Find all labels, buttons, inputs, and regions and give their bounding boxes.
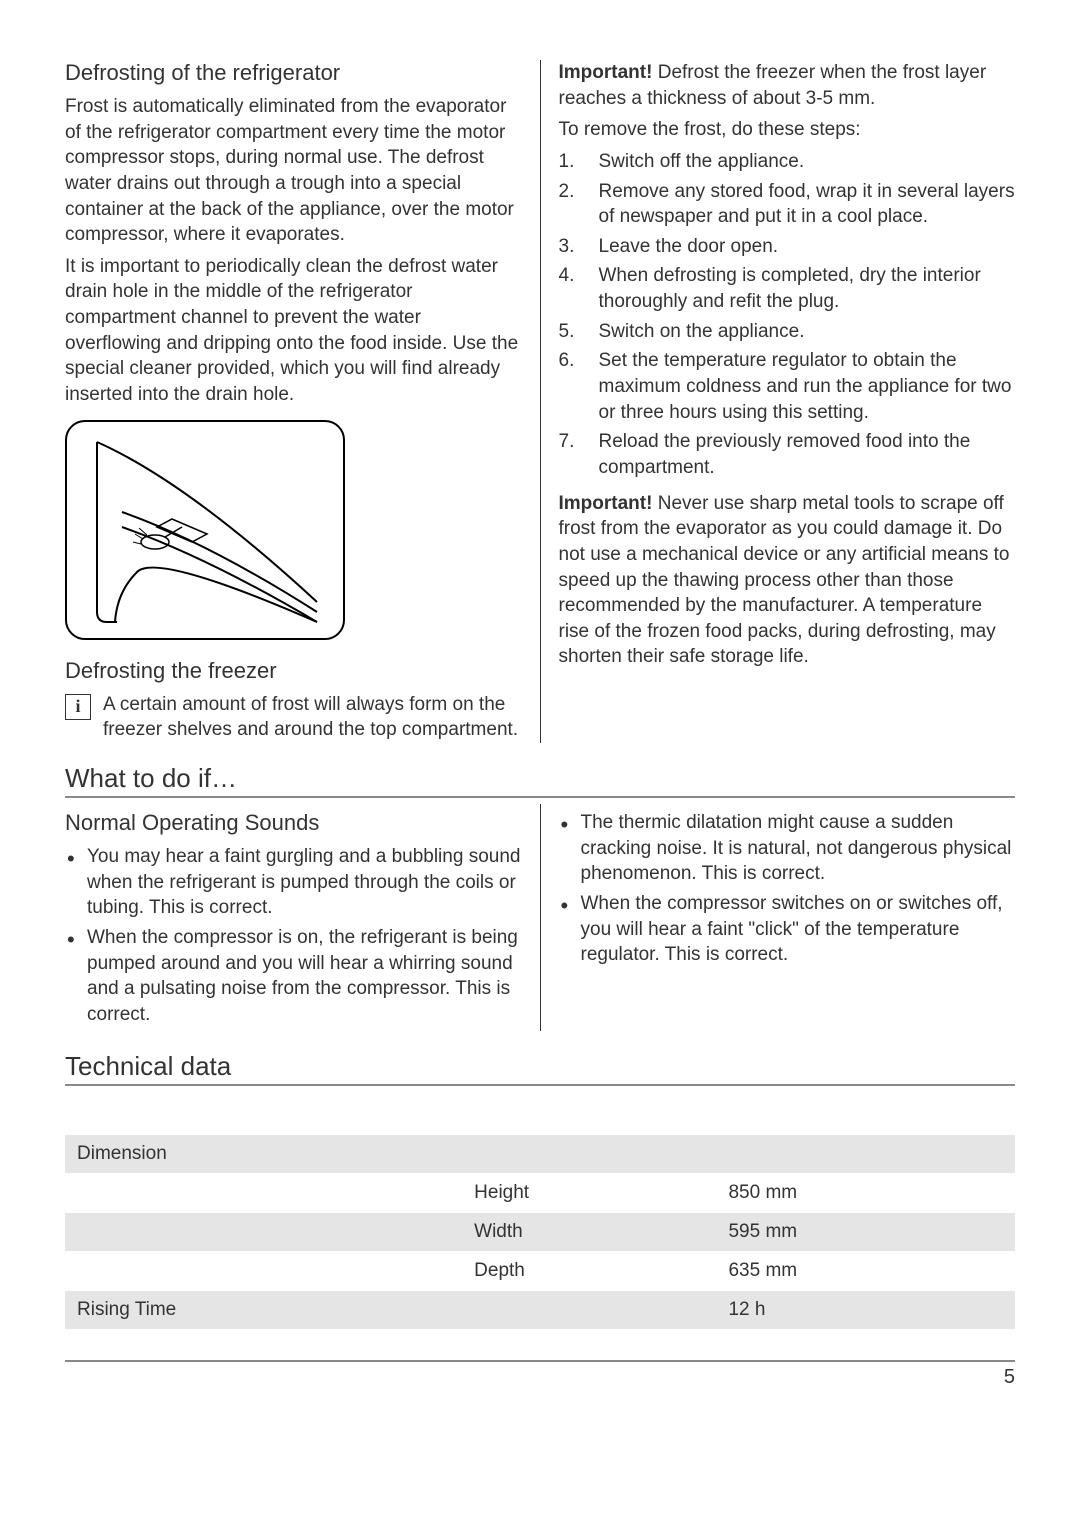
section-what-to-do: Normal Operating Sounds You may hear a f… bbox=[65, 804, 1015, 1031]
cell-height-value: 850 mm bbox=[716, 1173, 1015, 1212]
col-right-sounds: The thermic dilatation might cause a sud… bbox=[541, 804, 1016, 1031]
paragraph-defrost-2: It is important to periodically clean th… bbox=[65, 254, 522, 408]
step-2: 2.Remove any stored food, wrap it in sev… bbox=[559, 179, 1016, 230]
technical-data-table: Dimension Height 850 mm Width 595 mm Dep… bbox=[65, 1098, 1015, 1330]
cell-blank bbox=[716, 1134, 1015, 1173]
info-icon: i bbox=[65, 694, 91, 720]
cell-depth-value: 635 mm bbox=[716, 1251, 1015, 1290]
cell-depth-label: Depth bbox=[462, 1251, 716, 1290]
sounds-list-right: The thermic dilatation might cause a sud… bbox=[559, 810, 1016, 968]
section-defrosting: Defrosting of the refrigerator Frost is … bbox=[65, 60, 1015, 743]
step-7: 7.Reload the previously removed food int… bbox=[559, 429, 1016, 480]
step-4: 4.When defrosting is completed, dry the … bbox=[559, 263, 1016, 314]
cell-blank bbox=[65, 1212, 462, 1251]
cell-blank bbox=[65, 1173, 462, 1212]
page-number: 5 bbox=[65, 1360, 1015, 1389]
cell-blank bbox=[462, 1098, 716, 1134]
cell-width-label: Width bbox=[462, 1212, 716, 1251]
diagram-drain-cleaner bbox=[65, 420, 345, 640]
table-row: Rising Time 12 h bbox=[65, 1290, 1015, 1329]
table-row: Height 850 mm bbox=[65, 1173, 1015, 1212]
defrost-steps-list: 1.Switch off the appliance. 2.Remove any… bbox=[559, 149, 1016, 481]
cell-blank bbox=[65, 1251, 462, 1290]
heading-normal-sounds: Normal Operating Sounds bbox=[65, 810, 522, 836]
sound-bullet-1: You may hear a faint gurgling and a bubb… bbox=[65, 844, 522, 921]
col-left-sounds: Normal Operating Sounds You may hear a f… bbox=[65, 804, 541, 1031]
sound-bullet-2: When the compressor is on, the refrigera… bbox=[65, 925, 522, 1028]
sound-bullet-4: When the compressor switches on or switc… bbox=[559, 891, 1016, 968]
step-6: 6.Set the temperature regulator to obtai… bbox=[559, 348, 1016, 425]
important-text-2: Never use sharp metal tools to scrape of… bbox=[559, 493, 1010, 668]
cell-width-value: 595 mm bbox=[716, 1212, 1015, 1251]
cell-blank bbox=[462, 1134, 716, 1173]
table-row: Depth 635 mm bbox=[65, 1251, 1015, 1290]
info-text-frost: A certain amount of frost will always fo… bbox=[103, 692, 522, 743]
heading-technical-data: Technical data bbox=[65, 1051, 1015, 1086]
info-note-frost: i A certain amount of frost will always … bbox=[65, 692, 522, 743]
important-note-1: Important! Defrost the freezer when the … bbox=[559, 60, 1016, 111]
cell-height-label: Height bbox=[462, 1173, 716, 1212]
heading-defrost-refrigerator: Defrosting of the refrigerator bbox=[65, 60, 522, 86]
heading-what-to-do: What to do if… bbox=[65, 763, 1015, 798]
paragraph-defrost-1: Frost is automatically eliminated from t… bbox=[65, 94, 522, 248]
cell-blank bbox=[65, 1098, 462, 1134]
sound-bullet-3: The thermic dilatation might cause a sud… bbox=[559, 810, 1016, 887]
cell-rising-time-label: Rising Time bbox=[65, 1290, 462, 1329]
important-label-1: Important! bbox=[559, 62, 653, 83]
steps-intro: To remove the frost, do these steps: bbox=[559, 117, 1016, 143]
table-row bbox=[65, 1098, 1015, 1134]
cell-dimension: Dimension bbox=[65, 1134, 462, 1173]
step-5: 5.Switch on the appliance. bbox=[559, 319, 1016, 345]
cell-blank bbox=[462, 1290, 716, 1329]
important-note-2: Important! Never use sharp metal tools t… bbox=[559, 491, 1016, 670]
table-row: Width 595 mm bbox=[65, 1212, 1015, 1251]
table-row: Dimension bbox=[65, 1134, 1015, 1173]
important-label-2: Important! bbox=[559, 493, 653, 514]
step-1: 1.Switch off the appliance. bbox=[559, 149, 1016, 175]
sounds-list-left: You may hear a faint gurgling and a bubb… bbox=[65, 844, 522, 1027]
col-left-defrosting: Defrosting of the refrigerator Frost is … bbox=[65, 60, 541, 743]
heading-defrost-freezer: Defrosting the freezer bbox=[65, 658, 522, 684]
col-right-defrosting: Important! Defrost the freezer when the … bbox=[541, 60, 1016, 743]
step-3: 3.Leave the door open. bbox=[559, 234, 1016, 260]
cell-rising-time-value: 12 h bbox=[716, 1290, 1015, 1329]
cell-blank bbox=[716, 1098, 1015, 1134]
